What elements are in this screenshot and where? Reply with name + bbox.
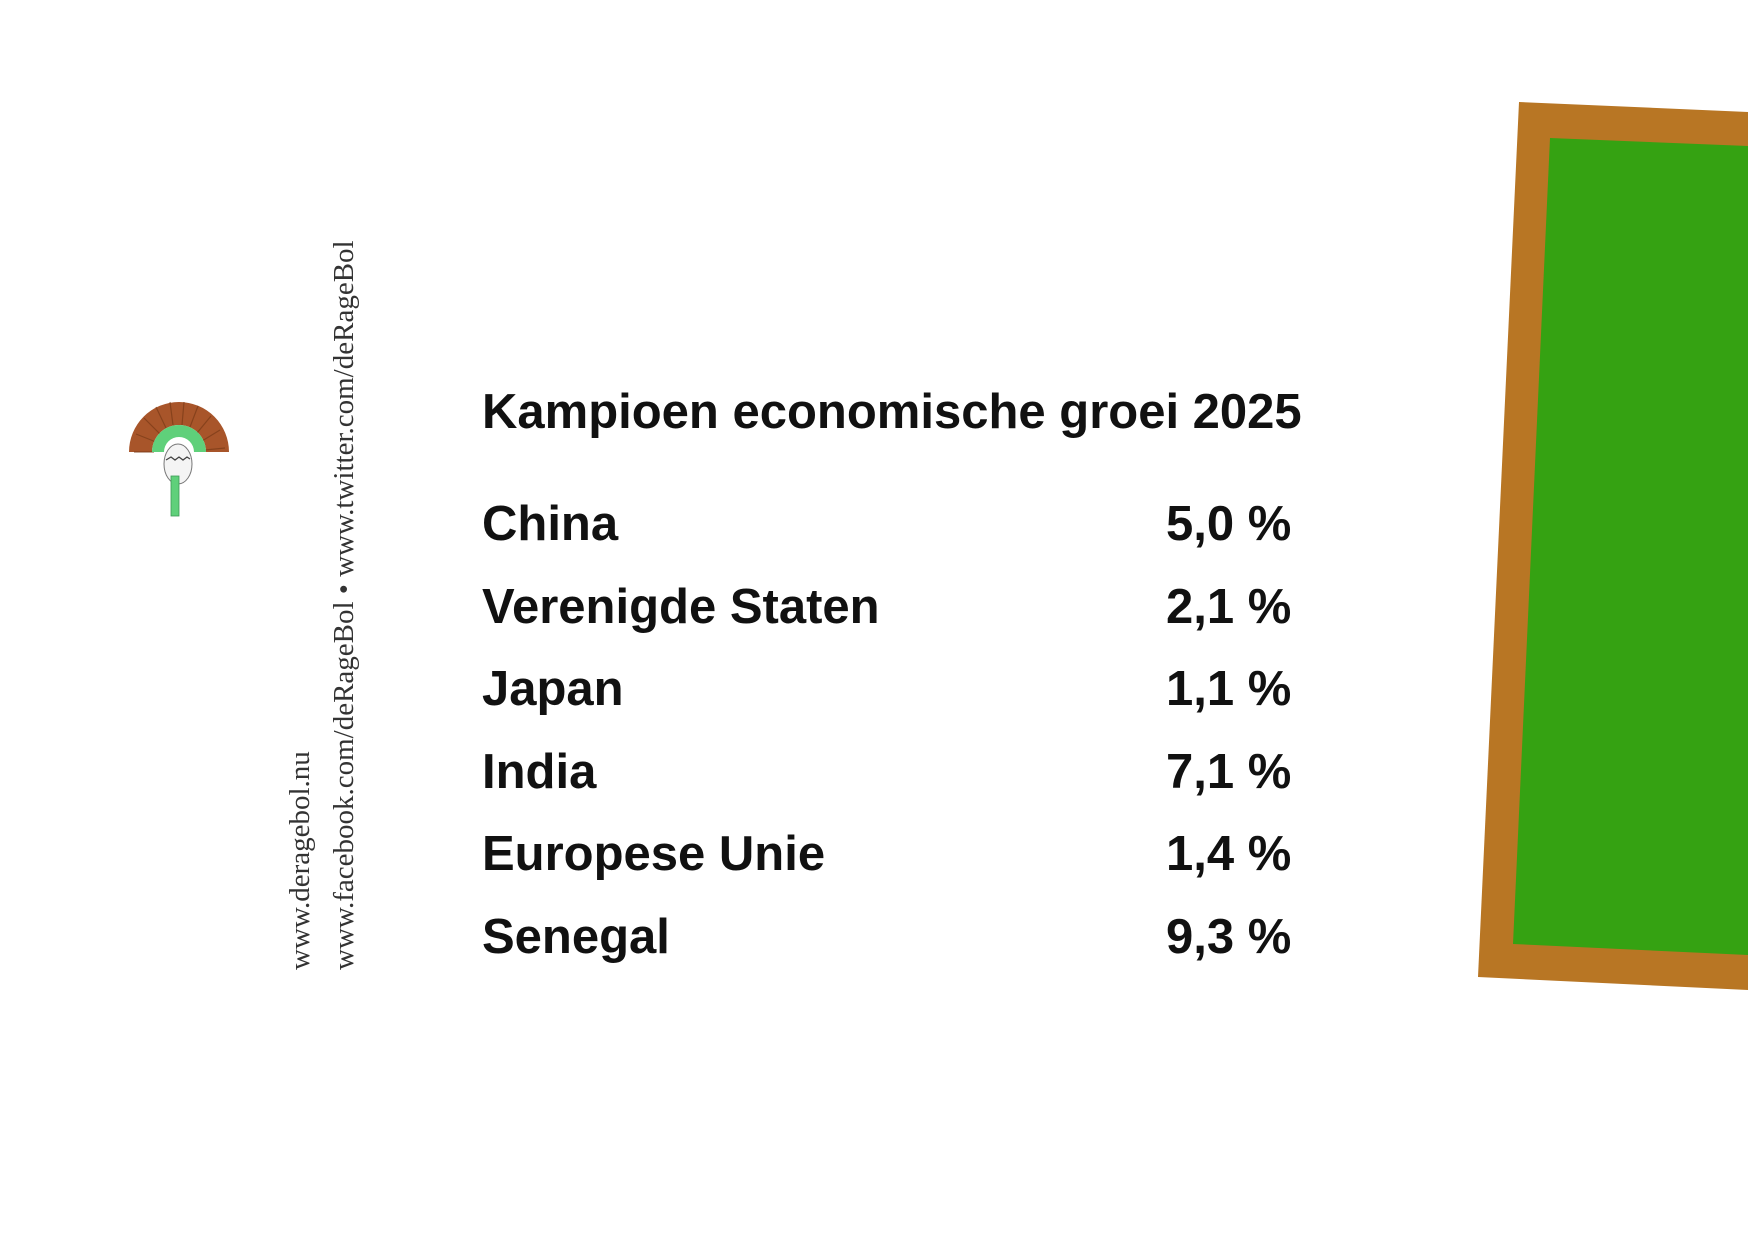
table-row: Europese Unie 1,4 %	[482, 830, 1312, 913]
growth-value: 1,4 %	[1166, 827, 1292, 881]
country-name: India	[482, 744, 597, 799]
table-row: India 7,1 %	[482, 744, 1312, 831]
page-title: Kampioen economische groei 2025	[482, 385, 1302, 439]
table-row: Japan 1,1 %	[482, 665, 1312, 748]
growth-value: 7,1 %	[1166, 744, 1292, 799]
table-row: China 5,0 %	[482, 500, 1312, 583]
growth-value: 9,3 %	[1166, 909, 1292, 964]
growth-value: 5,0 %	[1166, 497, 1292, 551]
table-row: Verenigde Staten 2,1 %	[482, 579, 1312, 666]
country-name: China	[482, 497, 619, 551]
country-name: Europese Unie	[482, 827, 826, 881]
chalkboard	[1478, 102, 1748, 990]
country-name: Senegal	[482, 909, 670, 964]
growth-value: 1,1 %	[1166, 662, 1292, 716]
country-name: Japan	[482, 662, 624, 716]
website-url: www.deragebol.nu	[284, 751, 316, 970]
growth-table: China 5,0 % Verenigde Staten 2,1 % Japan…	[482, 500, 1312, 995]
table-row: Senegal 9,3 %	[482, 909, 1312, 996]
growth-value: 2,1 %	[1166, 579, 1292, 634]
country-name: Verenigde Staten	[482, 579, 880, 634]
board-surface	[1513, 138, 1748, 955]
social-urls: www.facebook.com/deRageBol • www.twitter…	[328, 240, 360, 970]
toilet-brush-icon	[129, 401, 229, 517]
